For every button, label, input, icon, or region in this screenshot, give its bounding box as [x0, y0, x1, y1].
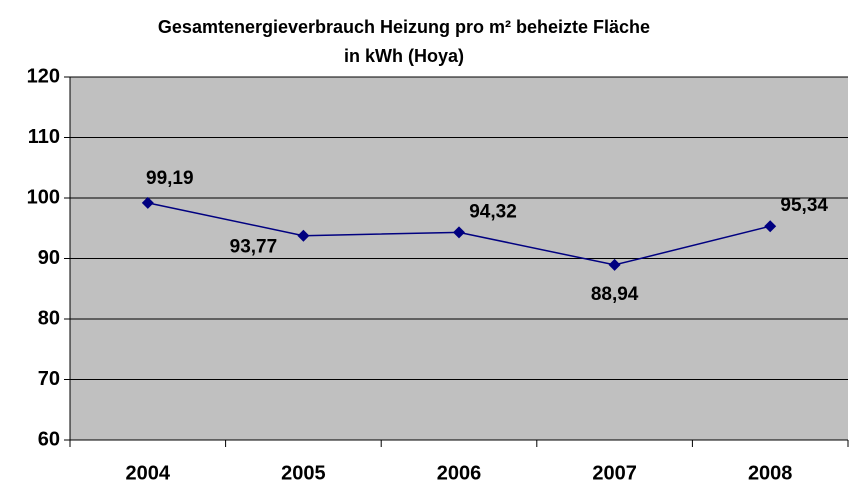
- chart-title: Gesamtenergieverbrauch Heizung pro m² be…: [158, 17, 650, 37]
- x-tick-label: 2008: [748, 462, 793, 484]
- point: [608, 258, 621, 271]
- y-tick-label: 90: [38, 247, 60, 269]
- chart-title: in kWh (Hoya): [344, 46, 464, 66]
- y-tick-label: 60: [38, 428, 60, 450]
- y-tick-label: 70: [38, 368, 60, 390]
- value-label: 99,19: [146, 168, 194, 189]
- value-label: 95,34: [780, 195, 828, 216]
- y-tick-label: 100: [27, 186, 60, 208]
- x-tick-label: 2007: [592, 462, 637, 484]
- x-tick-label: 2004: [126, 462, 171, 484]
- point: [141, 196, 154, 209]
- point: [764, 220, 777, 233]
- point: [297, 229, 310, 242]
- y-tick-label: 80: [38, 307, 60, 329]
- x-tick-label: 2005: [281, 462, 326, 484]
- value-label: 88,94: [591, 284, 639, 305]
- value-label: 93,77: [230, 237, 278, 258]
- x-tick-label: 2006: [437, 462, 482, 484]
- y-tick-label: 110: [28, 126, 60, 148]
- value-label: 94,32: [469, 201, 517, 222]
- y-tick-label: 120: [27, 65, 60, 87]
- point: [453, 226, 465, 239]
